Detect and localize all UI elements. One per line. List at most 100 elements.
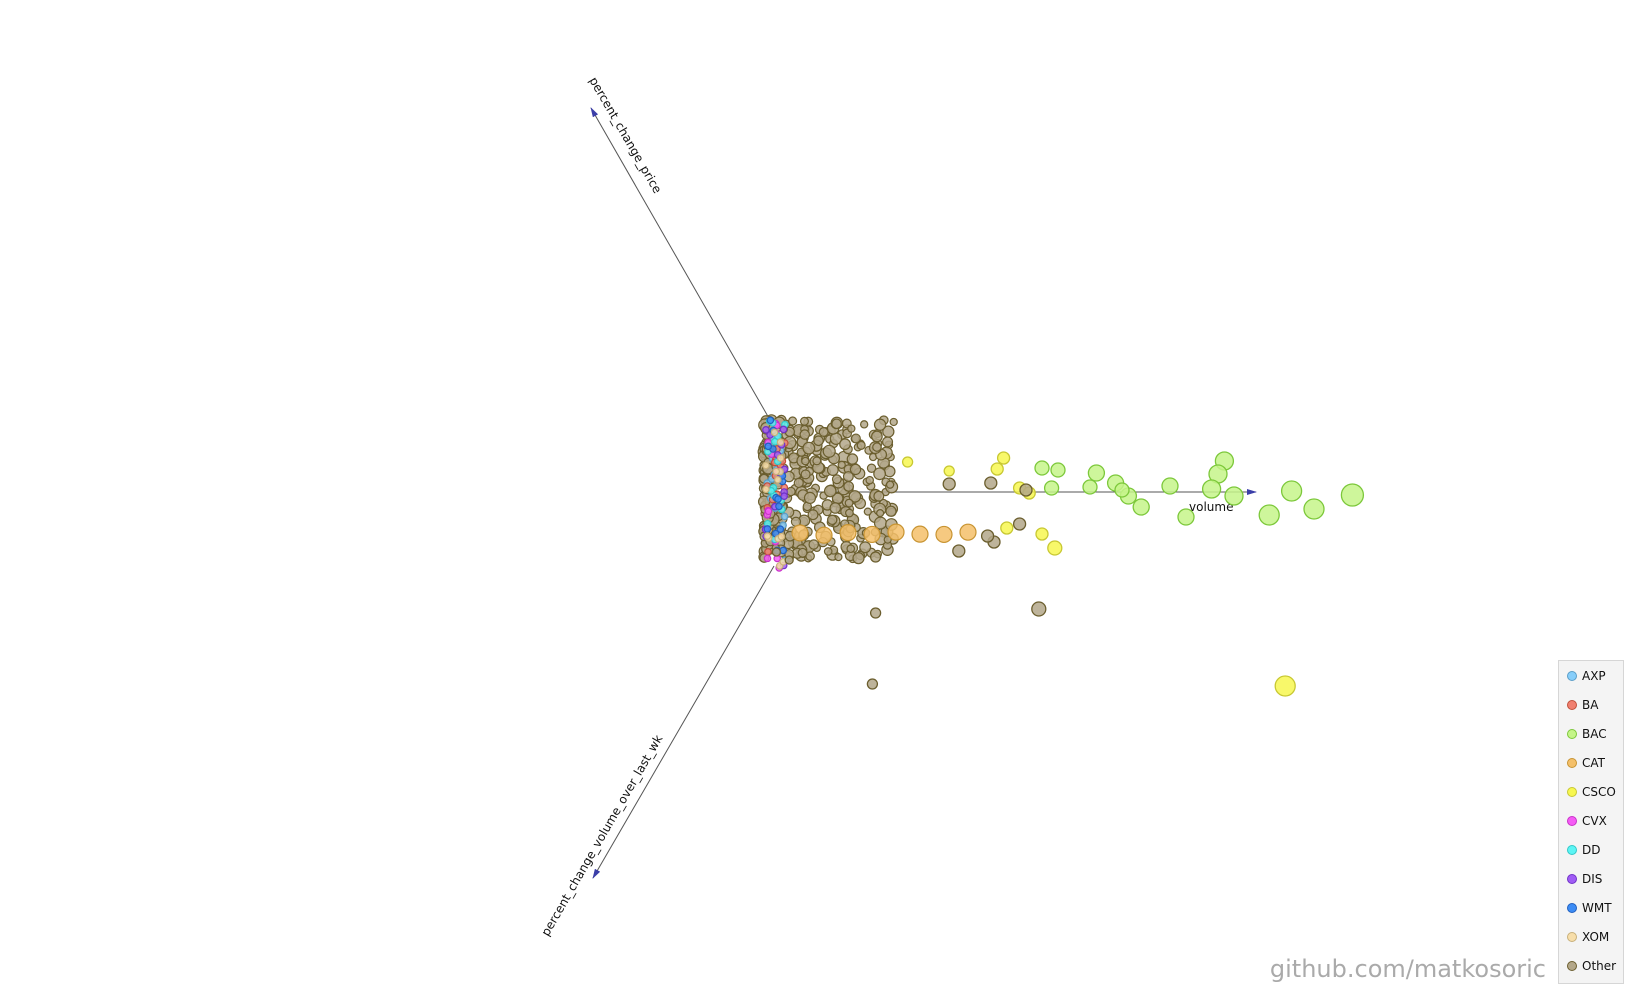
point-other xyxy=(856,440,866,450)
point-csco xyxy=(1047,540,1063,556)
point-other xyxy=(984,476,998,490)
point-bac xyxy=(1034,460,1050,476)
legend-item-wmt[interactable]: WMT xyxy=(1559,893,1623,922)
legend-item-axp[interactable]: AXP xyxy=(1559,661,1623,690)
point-bac xyxy=(1201,479,1222,499)
point-other xyxy=(869,607,882,619)
point-other xyxy=(786,486,796,497)
point-bac xyxy=(1258,504,1280,526)
legend-item-cat[interactable]: CAT xyxy=(1559,748,1623,777)
legend-swatch xyxy=(1567,844,1577,855)
point-other xyxy=(808,539,819,550)
point-other xyxy=(952,544,966,558)
legend-item-cvx[interactable]: CVX xyxy=(1559,806,1623,835)
point-other xyxy=(831,474,842,485)
point-other xyxy=(849,463,862,476)
axis-label-percent-change-price: percent_change_price xyxy=(586,75,664,196)
point-other xyxy=(802,441,816,455)
point-other xyxy=(859,420,869,429)
point-other xyxy=(876,509,885,518)
point-wmt xyxy=(776,525,785,533)
point-other xyxy=(793,477,804,489)
legend-swatch xyxy=(1567,670,1577,681)
point-other xyxy=(848,490,862,503)
point-bac xyxy=(1177,508,1195,526)
point-csco xyxy=(990,462,1004,476)
point-other xyxy=(873,467,887,481)
legend-swatch xyxy=(1567,873,1577,884)
point-other xyxy=(1012,517,1027,531)
legend-item-csco[interactable]: CSCO xyxy=(1559,777,1623,806)
point-other xyxy=(885,480,895,489)
point-cat xyxy=(815,526,833,544)
point-other xyxy=(873,490,885,502)
legend-item-bac[interactable]: BAC xyxy=(1559,719,1623,748)
point-other xyxy=(837,460,846,469)
point-other xyxy=(829,502,842,514)
point-other xyxy=(885,505,897,517)
point-csco xyxy=(901,456,914,468)
point-csco xyxy=(1000,521,1014,535)
point-other xyxy=(852,552,865,565)
point-xom xyxy=(770,428,779,437)
axis-percent-change-volume xyxy=(592,565,775,879)
point-bac xyxy=(1280,480,1303,502)
point-cvx xyxy=(764,507,773,516)
point-other xyxy=(889,417,898,427)
point-other xyxy=(797,547,808,558)
watermark: github.com/matkosoric xyxy=(1269,955,1546,983)
legend-label: DIS xyxy=(1582,871,1603,886)
point-csco xyxy=(943,465,955,477)
legend-item-dd[interactable]: DD xyxy=(1559,835,1623,864)
point-bac xyxy=(1224,486,1244,506)
point-other xyxy=(812,456,822,466)
point-other xyxy=(866,463,877,473)
point-bac xyxy=(1087,464,1106,482)
point-other xyxy=(801,456,810,466)
legend-swatch xyxy=(1567,815,1577,826)
legend: AXP BA BAC CAT CSCO CVX DD DIS WMT XOM Other xyxy=(1558,660,1624,984)
point-wmt xyxy=(774,495,782,503)
point-csco xyxy=(1035,527,1049,541)
legend-swatch xyxy=(1567,786,1577,797)
axis-percent-change-price xyxy=(590,107,771,421)
legend-item-other[interactable]: Other xyxy=(1559,951,1623,980)
point-cat xyxy=(935,525,953,544)
point-cat xyxy=(959,523,977,541)
legend-swatch xyxy=(1567,728,1577,739)
legend-item-ba[interactable]: BA xyxy=(1559,690,1623,719)
legend-swatch xyxy=(1567,960,1577,971)
point-other xyxy=(866,678,879,690)
point-other xyxy=(873,418,887,431)
legend-label: BAC xyxy=(1582,726,1607,741)
point-other xyxy=(883,465,896,478)
point-cat xyxy=(887,523,905,541)
point-dis xyxy=(779,425,788,434)
point-xom xyxy=(762,485,770,494)
point-bac xyxy=(1050,462,1066,478)
point-other xyxy=(771,547,782,557)
point-cat xyxy=(863,525,881,544)
legend-item-xom[interactable]: XOM xyxy=(1559,922,1623,951)
point-csco xyxy=(996,451,1011,465)
point-other xyxy=(1019,483,1033,497)
point-cvx xyxy=(763,554,772,563)
point-bac xyxy=(1303,498,1325,520)
point-other xyxy=(882,436,894,448)
point-xom xyxy=(777,532,786,541)
point-other xyxy=(845,508,854,518)
point-xom xyxy=(762,461,770,470)
dense-point-cluster xyxy=(757,414,977,572)
point-other xyxy=(844,498,854,508)
point-cat xyxy=(911,525,929,543)
legend-item-dis[interactable]: DIS xyxy=(1559,864,1623,893)
point-other xyxy=(799,416,809,426)
point-other xyxy=(883,535,892,544)
point-other xyxy=(980,529,995,543)
point-other xyxy=(839,438,851,451)
legend-label: CSCO xyxy=(1582,784,1616,799)
point-other xyxy=(818,427,829,437)
axis-label-percent-change-volume: percent_change_volume_over_last_wk xyxy=(538,732,665,938)
point-other xyxy=(872,442,882,452)
legend-label: BA xyxy=(1582,697,1599,712)
